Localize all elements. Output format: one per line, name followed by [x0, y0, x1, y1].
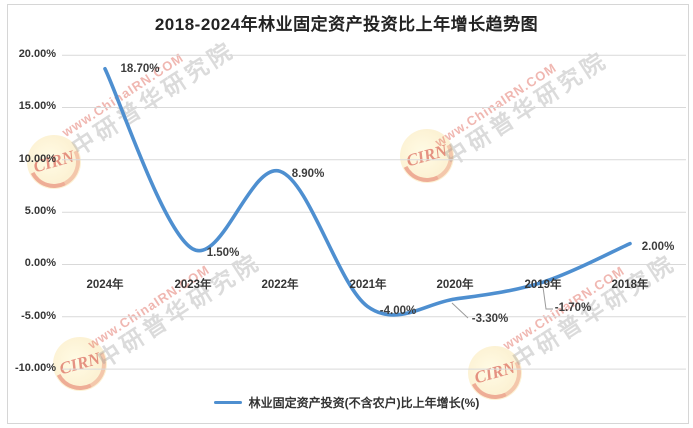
chart-title: 2018-2024年林业固定资产投资比上年增长趋势图 [154, 15, 539, 34]
trend-line [103, 67, 632, 317]
y-axis-tick-label: 0.00% [24, 257, 56, 269]
x-axis-category-label: 2024年 [86, 279, 124, 291]
label-leader-line [451, 302, 469, 319]
data-point-label: 1.50% [206, 247, 240, 259]
data-point-label: 8.90% [291, 168, 325, 180]
x-axis-category-label: 2019年 [524, 279, 562, 291]
label-leader-line [542, 286, 553, 310]
x-axis-category-label: 2022年 [261, 279, 299, 291]
y-axis-tick-label: -10.00% [15, 362, 56, 374]
legend: 林业固定资产投资(不含农户)比上年增长(%) [0, 394, 693, 411]
y-axis-tick-label: 20.00% [18, 48, 56, 60]
y-axis-tick-label: 5.00% [24, 205, 56, 217]
x-axis-category-label: 2023年 [174, 279, 212, 291]
legend-line-swatch-icon [213, 400, 242, 405]
y-axis-tick-label: 10.00% [18, 153, 56, 165]
legend-label: 林业固定资产投资(不含农户)比上年增长(%) [248, 396, 480, 410]
y-axis-tick-label: -5.00% [21, 310, 56, 322]
data-point-label: 18.70% [120, 63, 160, 75]
data-point-label: -1.70% [554, 302, 592, 314]
data-point-label: -3.30% [471, 313, 509, 325]
gridlines [62, 54, 686, 370]
data-point-label: 2.00% [641, 241, 675, 253]
data-point-label: -4.00% [379, 305, 417, 317]
chart-frame [7, 4, 689, 424]
x-axis-category-label: 2018年 [611, 279, 649, 291]
x-axis-category-label: 2020年 [436, 279, 474, 291]
y-axis-tick-label: 15.00% [18, 100, 56, 112]
x-axis-category-label: 2021年 [349, 279, 387, 291]
